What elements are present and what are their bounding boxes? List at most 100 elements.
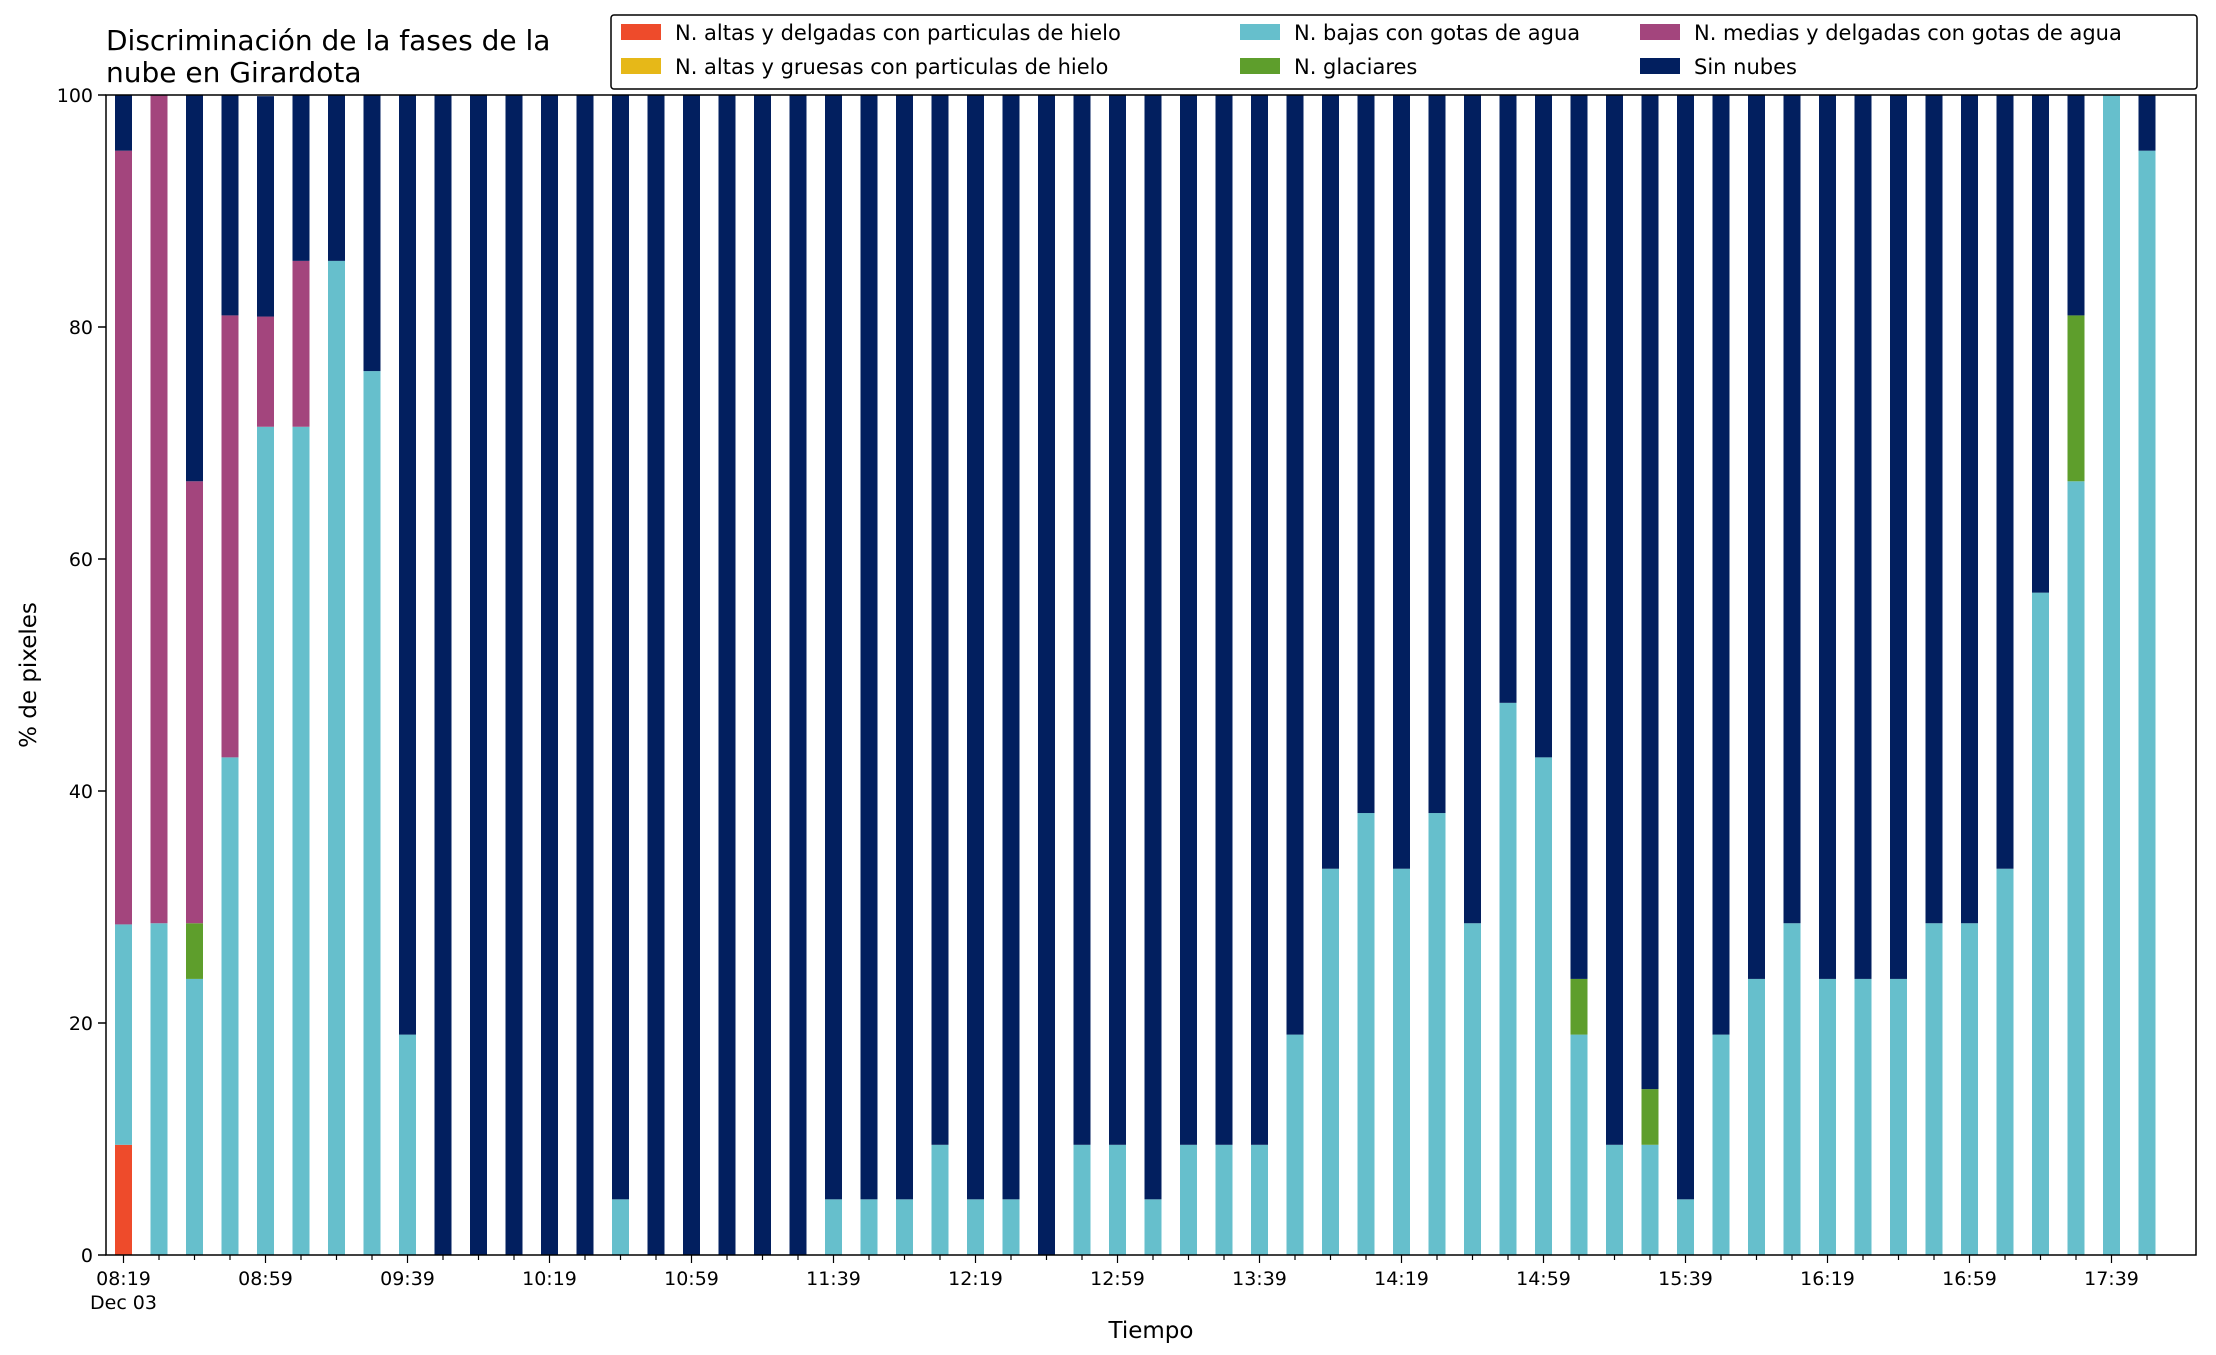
legend-swatch <box>1640 24 1680 40</box>
bar-segment <box>1109 95 1126 1145</box>
bar-segment <box>1961 95 1978 924</box>
bar-segment <box>257 426 274 1255</box>
bar-segment <box>541 95 558 1255</box>
bar-segment <box>1286 1034 1304 1255</box>
bar-segment <box>1144 1199 1162 1255</box>
legend-label: N. glaciares <box>1294 55 1417 79</box>
bar-segment <box>683 95 700 1255</box>
legend-swatch <box>1240 58 1280 74</box>
bar-segment <box>1073 1144 1091 1255</box>
x-tick-label: 12:59 <box>1090 1268 1145 1290</box>
legend: N. altas y delgadas con particulas de hi… <box>610 14 2198 90</box>
bar-segment <box>1215 1144 1233 1255</box>
chart-title-line: nube en Girardota <box>106 56 361 89</box>
bar-segment <box>328 95 345 261</box>
bar-segment <box>1180 95 1197 1145</box>
bar-segment <box>221 95 239 316</box>
bar-segment <box>186 978 203 1255</box>
bar-segment <box>292 426 310 1255</box>
legend-label: N. medias y delgadas con gotas de agua <box>1694 21 2122 45</box>
y-tick-label: 40 <box>69 781 93 803</box>
bar-segment <box>1641 1144 1659 1255</box>
bar-segment <box>1783 923 1801 1255</box>
bar-segment <box>1925 95 1943 924</box>
legend-label: N. altas y delgadas con particulas de hi… <box>675 21 1121 45</box>
bar-segment <box>1641 1089 1659 1145</box>
bar-segment <box>1180 1144 1197 1255</box>
x-tick-label: 12:19 <box>948 1268 1003 1290</box>
bar-segment <box>1606 1144 1623 1255</box>
bar-segment <box>1002 95 1020 1200</box>
x-axis: 08:19 08:59 09:39 10:19 10:59 11:39 12:19 12:59… <box>90 1255 2148 1314</box>
bar-segment <box>1890 95 1907 979</box>
chart-title-line: Discriminación de la fases de la <box>106 24 550 57</box>
bar-segment <box>1677 95 1694 1200</box>
bar-segment <box>2067 315 2085 482</box>
bar-segment <box>612 1199 629 1255</box>
bar-segment <box>115 150 132 925</box>
bar-segment <box>1783 95 1801 924</box>
bar-segment <box>1357 813 1375 1255</box>
bar-segment <box>363 371 381 1256</box>
bar-segment <box>1570 95 1588 979</box>
y-tick-label: 0 <box>81 1245 93 1267</box>
bar-segment <box>718 95 736 1255</box>
bar-segment <box>186 481 203 924</box>
x-tick-label: 11:39 <box>806 1268 861 1290</box>
bar-segment <box>1499 95 1517 703</box>
bar-segment <box>1357 95 1375 814</box>
bar-segment <box>1570 1034 1588 1255</box>
x-tick-label: 09:39 <box>380 1268 435 1290</box>
bar-segment <box>1712 1034 1730 1255</box>
y-tick-label: 60 <box>69 549 93 571</box>
bar-segment <box>1712 95 1730 1035</box>
bar-segment <box>1677 1199 1694 1255</box>
bar-segment <box>931 95 949 1145</box>
bar-segment <box>1322 868 1339 1255</box>
bar-segment <box>1890 978 1907 1255</box>
x-axis-label: Tiempo <box>1108 1318 1194 1344</box>
bar-segment <box>1819 978 1836 1255</box>
bar-segment <box>576 95 594 1255</box>
bar-segment <box>1641 95 1659 1090</box>
bar-segment <box>612 95 629 1200</box>
bar-segment <box>292 260 310 427</box>
bar-segment <box>1393 95 1410 869</box>
bar-segment <box>2067 481 2085 1255</box>
x-date-label: Dec 03 <box>90 1292 157 1314</box>
bar-segment <box>1038 95 1055 1255</box>
bar-segment <box>115 1144 132 1255</box>
plot-frame <box>105 94 2197 1256</box>
bar-segment <box>150 923 168 1255</box>
legend-label: N. altas y gruesas con particulas de hie… <box>675 55 1108 79</box>
y-axis-label: % de pixeles <box>16 602 42 748</box>
bar-segment <box>1925 923 1943 1255</box>
bar-segment <box>292 95 310 261</box>
bar-segment <box>1251 95 1268 1145</box>
bar-segment <box>1322 95 1339 869</box>
bar-segment <box>1464 95 1481 924</box>
bar-segment <box>186 95 203 482</box>
bar-segment <box>967 95 984 1200</box>
bar-segment <box>2138 95 2156 151</box>
bars-group <box>115 95 2156 1256</box>
bar-segment <box>150 95 168 924</box>
bar-segment <box>825 95 842 1200</box>
bar-segment <box>789 95 807 1255</box>
y-tick-label: 80 <box>69 317 93 339</box>
bar-segment <box>931 1144 949 1255</box>
bar-segment <box>825 1199 842 1255</box>
bar-segment <box>860 1199 878 1255</box>
x-tick-label: 10:59 <box>664 1268 719 1290</box>
legend-label: N. bajas con gotas de agua <box>1294 21 1580 45</box>
x-tick-label: 16:19 <box>1800 1268 1855 1290</box>
bar-segment <box>2138 150 2156 1256</box>
bar-segment <box>1570 978 1588 1035</box>
bar-segment <box>257 96 274 317</box>
legend-frame <box>610 14 2198 90</box>
bar-segment <box>896 95 913 1200</box>
bar-segment <box>1499 702 1517 1255</box>
bar-segment <box>363 95 381 372</box>
chart-title: Discriminación de la fases de la nube en … <box>106 24 550 89</box>
bar-segment <box>470 95 487 1255</box>
